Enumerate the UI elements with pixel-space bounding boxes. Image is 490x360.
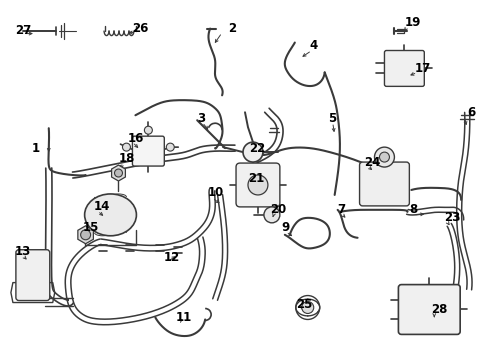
FancyBboxPatch shape bbox=[398, 285, 460, 334]
Text: 19: 19 bbox=[404, 16, 421, 29]
Text: 13: 13 bbox=[15, 245, 31, 258]
Circle shape bbox=[302, 302, 314, 314]
Circle shape bbox=[264, 207, 280, 223]
Text: 18: 18 bbox=[119, 152, 135, 165]
Polygon shape bbox=[78, 226, 94, 244]
Text: 3: 3 bbox=[197, 112, 205, 125]
Circle shape bbox=[166, 143, 174, 151]
Text: 5: 5 bbox=[328, 112, 336, 125]
Text: 23: 23 bbox=[444, 211, 461, 224]
Text: 9: 9 bbox=[282, 221, 290, 234]
Text: 20: 20 bbox=[270, 203, 286, 216]
Circle shape bbox=[379, 152, 390, 162]
Circle shape bbox=[243, 142, 263, 162]
Text: 16: 16 bbox=[127, 132, 144, 145]
Text: 14: 14 bbox=[94, 201, 110, 213]
FancyBboxPatch shape bbox=[385, 50, 424, 86]
Text: 25: 25 bbox=[296, 298, 312, 311]
Text: 27: 27 bbox=[15, 24, 31, 37]
Text: 10: 10 bbox=[208, 186, 224, 199]
Text: 1: 1 bbox=[32, 141, 40, 155]
Circle shape bbox=[122, 143, 130, 151]
Text: 21: 21 bbox=[248, 171, 264, 185]
Text: 8: 8 bbox=[409, 203, 417, 216]
FancyBboxPatch shape bbox=[236, 163, 280, 207]
Circle shape bbox=[145, 126, 152, 134]
Text: 22: 22 bbox=[249, 141, 265, 155]
Text: 12: 12 bbox=[163, 251, 179, 264]
Text: 28: 28 bbox=[431, 303, 448, 316]
Text: 17: 17 bbox=[415, 62, 431, 75]
Circle shape bbox=[81, 230, 91, 240]
Text: 7: 7 bbox=[338, 203, 346, 216]
Circle shape bbox=[248, 175, 268, 195]
FancyBboxPatch shape bbox=[132, 136, 164, 166]
Text: 15: 15 bbox=[83, 221, 99, 234]
Polygon shape bbox=[112, 165, 125, 181]
Ellipse shape bbox=[85, 194, 136, 236]
Text: 6: 6 bbox=[467, 106, 475, 119]
Text: 11: 11 bbox=[175, 311, 192, 324]
Text: 24: 24 bbox=[365, 156, 381, 168]
Text: 4: 4 bbox=[310, 39, 318, 52]
Circle shape bbox=[374, 147, 394, 167]
Text: 26: 26 bbox=[132, 22, 149, 35]
Text: 2: 2 bbox=[228, 22, 236, 35]
FancyBboxPatch shape bbox=[360, 162, 409, 206]
FancyBboxPatch shape bbox=[16, 250, 50, 301]
Circle shape bbox=[115, 169, 122, 177]
